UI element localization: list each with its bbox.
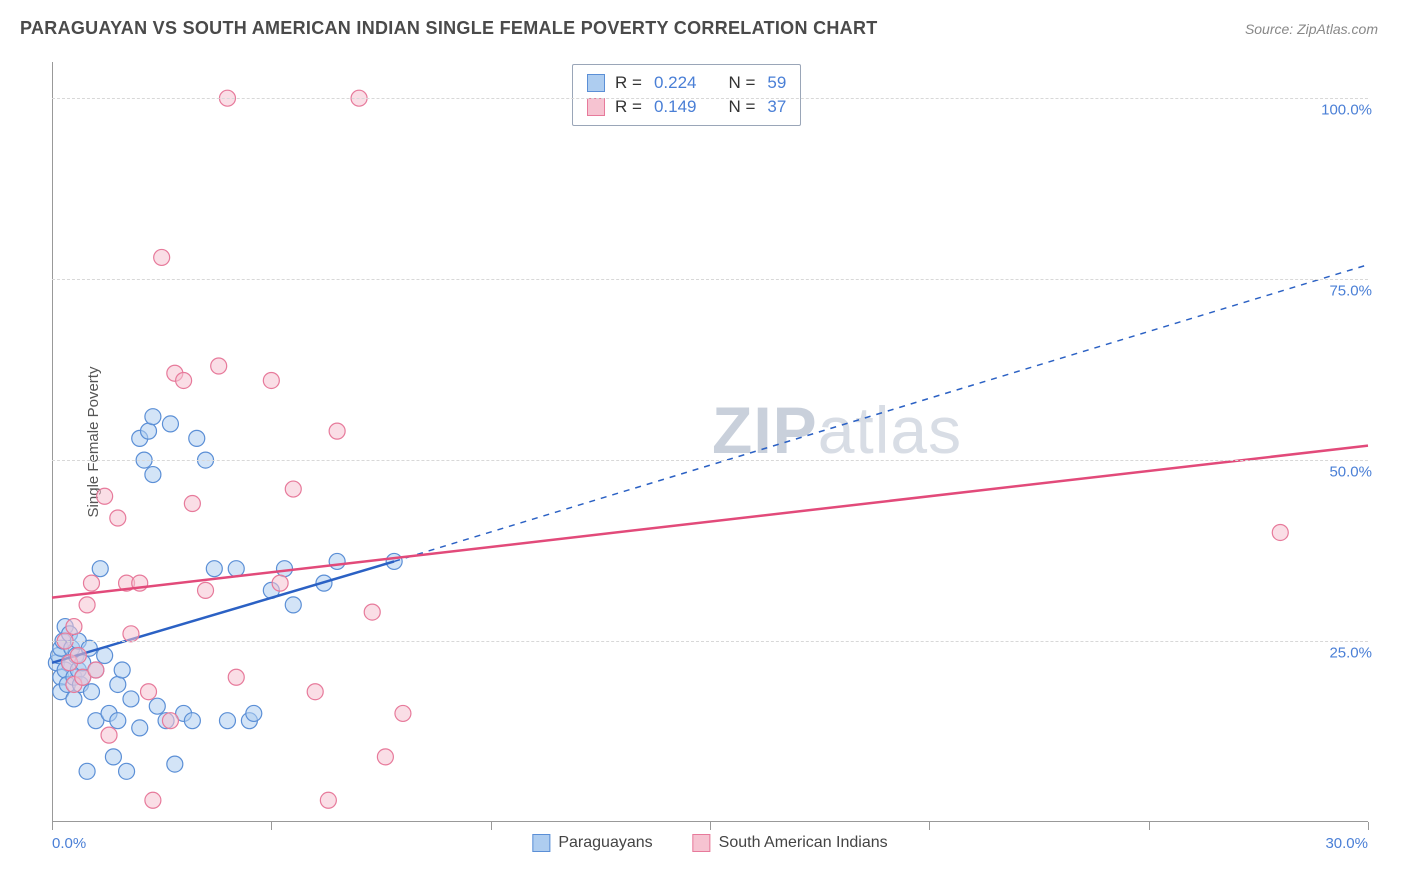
r-label: R =: [615, 73, 642, 93]
scatter-point: [123, 626, 139, 642]
n-value: 37: [767, 97, 786, 117]
scatter-point: [145, 792, 161, 808]
scatter-point: [110, 713, 126, 729]
scatter-point: [92, 561, 108, 577]
scatter-point: [228, 561, 244, 577]
header: PARAGUAYAN VS SOUTH AMERICAN INDIAN SING…: [0, 0, 1406, 47]
scatter-point: [110, 676, 126, 692]
ytick-label: 100.0%: [1321, 102, 1372, 119]
scatter-point: [119, 763, 135, 779]
r-label: R =: [615, 97, 642, 117]
swatch-paraguayans: [532, 834, 550, 852]
legend-item-south-american-indians: South American Indians: [693, 834, 888, 852]
scatter-point: [101, 727, 117, 743]
trend-line-extrapolated: [394, 265, 1368, 562]
n-label: N =: [728, 73, 755, 93]
scatter-point: [105, 749, 121, 765]
trend-line: [52, 446, 1368, 598]
n-label: N =: [728, 97, 755, 117]
scatter-point: [176, 372, 192, 388]
xtick: [710, 822, 711, 830]
plot-area: ZIPatlas R = 0.224 N = 59 R = 0.149 N = …: [52, 62, 1368, 822]
xtick: [1149, 822, 1150, 830]
scatter-point: [364, 604, 380, 620]
legend: Paraguayans South American Indians: [532, 834, 887, 852]
scatter-point: [110, 510, 126, 526]
scatter-point: [1272, 524, 1288, 540]
scatter-point: [97, 488, 113, 504]
scatter-point: [145, 409, 161, 425]
scatter-point: [320, 792, 336, 808]
xtick-label: 0.0%: [52, 835, 86, 852]
gridline: [52, 98, 1368, 99]
scatter-point: [70, 648, 86, 664]
scatter-point: [272, 575, 288, 591]
legend-label: South American Indians: [719, 834, 888, 852]
xtick-label: 30.0%: [1325, 835, 1368, 852]
scatter-point: [167, 756, 183, 772]
scatter-point: [377, 749, 393, 765]
r-value: 0.224: [654, 73, 697, 93]
scatter-point: [228, 669, 244, 685]
scatter-point: [83, 684, 99, 700]
xtick: [929, 822, 930, 830]
scatter-point: [329, 423, 345, 439]
scatter-point: [141, 423, 157, 439]
gridline: [52, 460, 1368, 461]
scatter-point: [66, 691, 82, 707]
swatch-south-american-indians: [587, 98, 605, 116]
scatter-point: [184, 713, 200, 729]
swatch-south-american-indians: [693, 834, 711, 852]
n-value: 59: [767, 73, 786, 93]
scatter-point: [83, 575, 99, 591]
scatter-point: [66, 619, 82, 635]
scatter-point: [198, 582, 214, 598]
legend-label: Paraguayans: [558, 834, 652, 852]
stats-box: R = 0.224 N = 59 R = 0.149 N = 37: [572, 64, 801, 126]
legend-item-paraguayans: Paraguayans: [532, 834, 652, 852]
scatter-point: [123, 691, 139, 707]
scatter-point: [211, 358, 227, 374]
ytick-label: 50.0%: [1329, 464, 1372, 481]
scatter-point: [395, 705, 411, 721]
swatch-paraguayans: [587, 74, 605, 92]
scatter-point: [88, 662, 104, 678]
xtick: [1368, 822, 1369, 830]
scatter-point: [79, 597, 95, 613]
scatter-point: [145, 467, 161, 483]
scatter-point: [206, 561, 222, 577]
scatter-point: [132, 720, 148, 736]
scatter-point: [263, 372, 279, 388]
scatter-point: [246, 705, 262, 721]
scatter-point: [285, 481, 301, 497]
source-label: Source: ZipAtlas.com: [1245, 21, 1378, 37]
scatter-point: [276, 561, 292, 577]
ytick-label: 75.0%: [1329, 283, 1372, 300]
scatter-point: [189, 430, 205, 446]
gridline: [52, 279, 1368, 280]
scatter-point: [184, 496, 200, 512]
scatter-point: [114, 662, 130, 678]
stats-row: R = 0.224 N = 59: [587, 71, 786, 95]
scatter-point: [329, 553, 345, 569]
scatter-point: [149, 698, 165, 714]
xtick: [52, 822, 53, 830]
xtick: [271, 822, 272, 830]
scatter-point: [307, 684, 323, 700]
xtick: [491, 822, 492, 830]
data-svg: [52, 62, 1368, 822]
scatter-point: [154, 249, 170, 265]
ytick-label: 25.0%: [1329, 645, 1372, 662]
scatter-point: [162, 416, 178, 432]
gridline: [52, 641, 1368, 642]
scatter-point: [162, 713, 178, 729]
scatter-point: [141, 684, 157, 700]
chart-container: Single Female Poverty ZIPatlas R = 0.224…: [40, 62, 1380, 822]
scatter-point: [79, 763, 95, 779]
r-value: 0.149: [654, 97, 697, 117]
scatter-point: [219, 713, 235, 729]
chart-title: PARAGUAYAN VS SOUTH AMERICAN INDIAN SING…: [20, 18, 878, 39]
scatter-point: [285, 597, 301, 613]
